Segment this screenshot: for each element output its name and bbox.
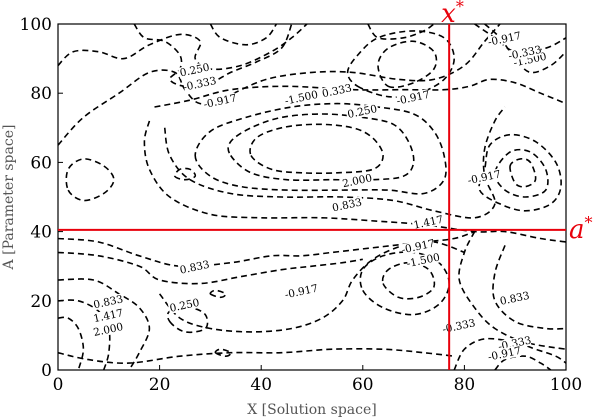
level-label-bg	[182, 75, 217, 93]
x-axis-label: X [Solution space]	[247, 402, 376, 418]
contour-line-9	[377, 40, 438, 89]
level-label-bg	[177, 61, 212, 79]
contour-level-label: -0.917	[284, 283, 319, 302]
contour-line-17	[194, 102, 447, 195]
contour-line-35	[214, 348, 232, 358]
level-label-bg	[177, 258, 212, 276]
contour-line-0	[58, 24, 308, 71]
level-label-bg	[508, 43, 542, 62]
y-axis-ticks: 0 20 40 60 80 100	[20, 15, 63, 381]
x-tick-label: 100	[550, 375, 582, 395]
level-label-bg	[330, 196, 364, 214]
contour-line-15	[143, 120, 566, 243]
contour-line-5	[484, 24, 566, 74]
contour-line-4	[154, 78, 566, 108]
contour-line-27	[359, 251, 451, 316]
contour-line-29	[209, 289, 227, 299]
level-label-bg	[497, 334, 532, 353]
y-tick-label: 100	[20, 15, 52, 35]
contour-line-14	[173, 167, 197, 181]
contour-level-label: 0.833	[331, 196, 363, 214]
x-tick-label: 20	[149, 375, 171, 395]
contour-line-11	[494, 148, 549, 198]
level-label-bg	[401, 237, 435, 256]
y-tick-label: 60	[30, 153, 52, 173]
contour-line-24	[58, 316, 85, 370]
level-label-bg	[345, 102, 380, 121]
level-label-bg	[91, 293, 126, 311]
contour-line-10	[478, 133, 562, 212]
contour-line-16	[163, 106, 506, 219]
level-label-bg	[396, 88, 430, 107]
contour-level-label: -0.917	[395, 89, 430, 108]
level-label-bg	[203, 92, 237, 110]
x-tick-label: 40	[250, 375, 272, 395]
level-label-bg	[320, 82, 354, 100]
level-label-bg	[411, 213, 446, 231]
level-label-bg	[497, 289, 532, 308]
contour-line-19	[249, 123, 384, 175]
level-label-bg	[442, 317, 476, 335]
y-tick-label: 40	[30, 223, 52, 243]
contour-line-3	[58, 24, 501, 146]
level-label-bg	[91, 320, 126, 339]
a-star-label: a*	[569, 213, 593, 245]
level-label-bg	[284, 282, 319, 301]
contour-line-32	[492, 245, 566, 330]
contour-line-13	[65, 158, 115, 202]
contour-level-label: -0.917	[467, 168, 502, 187]
contour-level-label: 0.833	[499, 290, 531, 308]
x-star-label: x*	[441, 0, 464, 29]
level-label-bg	[487, 30, 522, 48]
contour-line-31	[458, 231, 566, 350]
contour-line-12	[509, 157, 537, 188]
contour-line-2	[209, 24, 278, 46]
plot-frame	[57, 23, 567, 371]
level-label-bg	[284, 88, 319, 107]
contour-level-label: 0.250	[169, 297, 201, 315]
contour-lines	[58, 24, 566, 370]
contour-level-label: 2.000	[341, 172, 373, 190]
contour-level-label: 0.333	[321, 82, 353, 100]
contour-level-label: -0.917	[487, 345, 522, 364]
x-tick-label: 0	[53, 375, 64, 395]
contour-line-34	[494, 355, 552, 370]
contour-line-28	[381, 261, 436, 300]
y-axis-label: A [Parameter space]	[1, 125, 17, 271]
x-axis-ticks: 0 20 40 60 80 100	[53, 365, 582, 395]
y-tick-label: 80	[30, 84, 52, 104]
contour-line-22	[58, 278, 151, 370]
level-label-bg	[167, 296, 202, 314]
level-label-bg	[91, 306, 126, 325]
contour-line-21	[58, 251, 363, 285]
contour-line-18	[227, 113, 415, 182]
contour-line-1	[133, 24, 293, 88]
contour-level-label: 0.833	[179, 259, 211, 277]
y-tick-label: 20	[30, 292, 52, 312]
contour-line-25	[58, 348, 455, 364]
x-tick-label: 80	[454, 375, 476, 395]
contour-level-label: -1.500	[284, 89, 319, 108]
level-label-bg	[487, 345, 522, 363]
level-label-bg	[467, 168, 501, 186]
contour-line-33	[453, 337, 566, 370]
contour-line-6	[367, 24, 435, 40]
y-tick-label: 0	[41, 361, 52, 381]
x-tick-label: 60	[352, 375, 374, 395]
level-label-bg	[340, 172, 374, 190]
level-label-bg	[406, 251, 441, 270]
contour-level-label: -0.333	[441, 317, 476, 336]
